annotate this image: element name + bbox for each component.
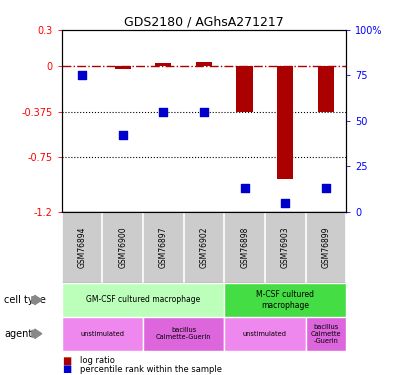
Bar [318, 66, 334, 112]
Text: GSM76897: GSM76897 [159, 227, 168, 268]
Text: ■: ■ [62, 364, 71, 374]
Text: bacillus
Calmette-Guerin: bacillus Calmette-Guerin [156, 327, 211, 340]
Point [242, 185, 248, 191]
Text: GSM76902: GSM76902 [199, 227, 209, 268]
Text: M-CSF cultured
macrophage: M-CSF cultured macrophage [256, 290, 314, 310]
Text: GSM76903: GSM76903 [281, 226, 290, 268]
Text: percentile rank within the sample: percentile rank within the sample [80, 365, 222, 374]
Text: cell type: cell type [4, 295, 46, 305]
Bar [155, 63, 172, 66]
Text: GSM76900: GSM76900 [118, 226, 127, 268]
Point [119, 132, 126, 138]
Bar [277, 66, 293, 179]
Bar [306, 317, 346, 351]
Point [201, 109, 207, 115]
Text: GSM76898: GSM76898 [240, 227, 249, 268]
Bar [62, 317, 143, 351]
Text: log ratio: log ratio [80, 356, 115, 365]
Bar [236, 66, 253, 112]
Text: unstimulated: unstimulated [243, 331, 287, 337]
Text: GSM76894: GSM76894 [78, 227, 86, 268]
Point [79, 72, 85, 78]
Bar [224, 317, 306, 351]
Text: agent: agent [4, 329, 32, 339]
Point [160, 109, 166, 115]
Point [282, 200, 289, 206]
Bar [224, 283, 346, 317]
Text: unstimulated: unstimulated [80, 331, 124, 337]
Bar [196, 62, 212, 66]
Point [323, 185, 329, 191]
Bar [143, 317, 224, 351]
Text: GM-CSF cultured macrophage: GM-CSF cultured macrophage [86, 296, 200, 304]
Bar [62, 283, 224, 317]
Title: GDS2180 / AGhsA271217: GDS2180 / AGhsA271217 [124, 16, 284, 29]
Text: bacillus
Calmette
-Guerin: bacillus Calmette -Guerin [310, 324, 341, 344]
Text: GSM76899: GSM76899 [322, 227, 330, 268]
Bar [115, 66, 131, 69]
Text: ■: ■ [62, 356, 71, 366]
